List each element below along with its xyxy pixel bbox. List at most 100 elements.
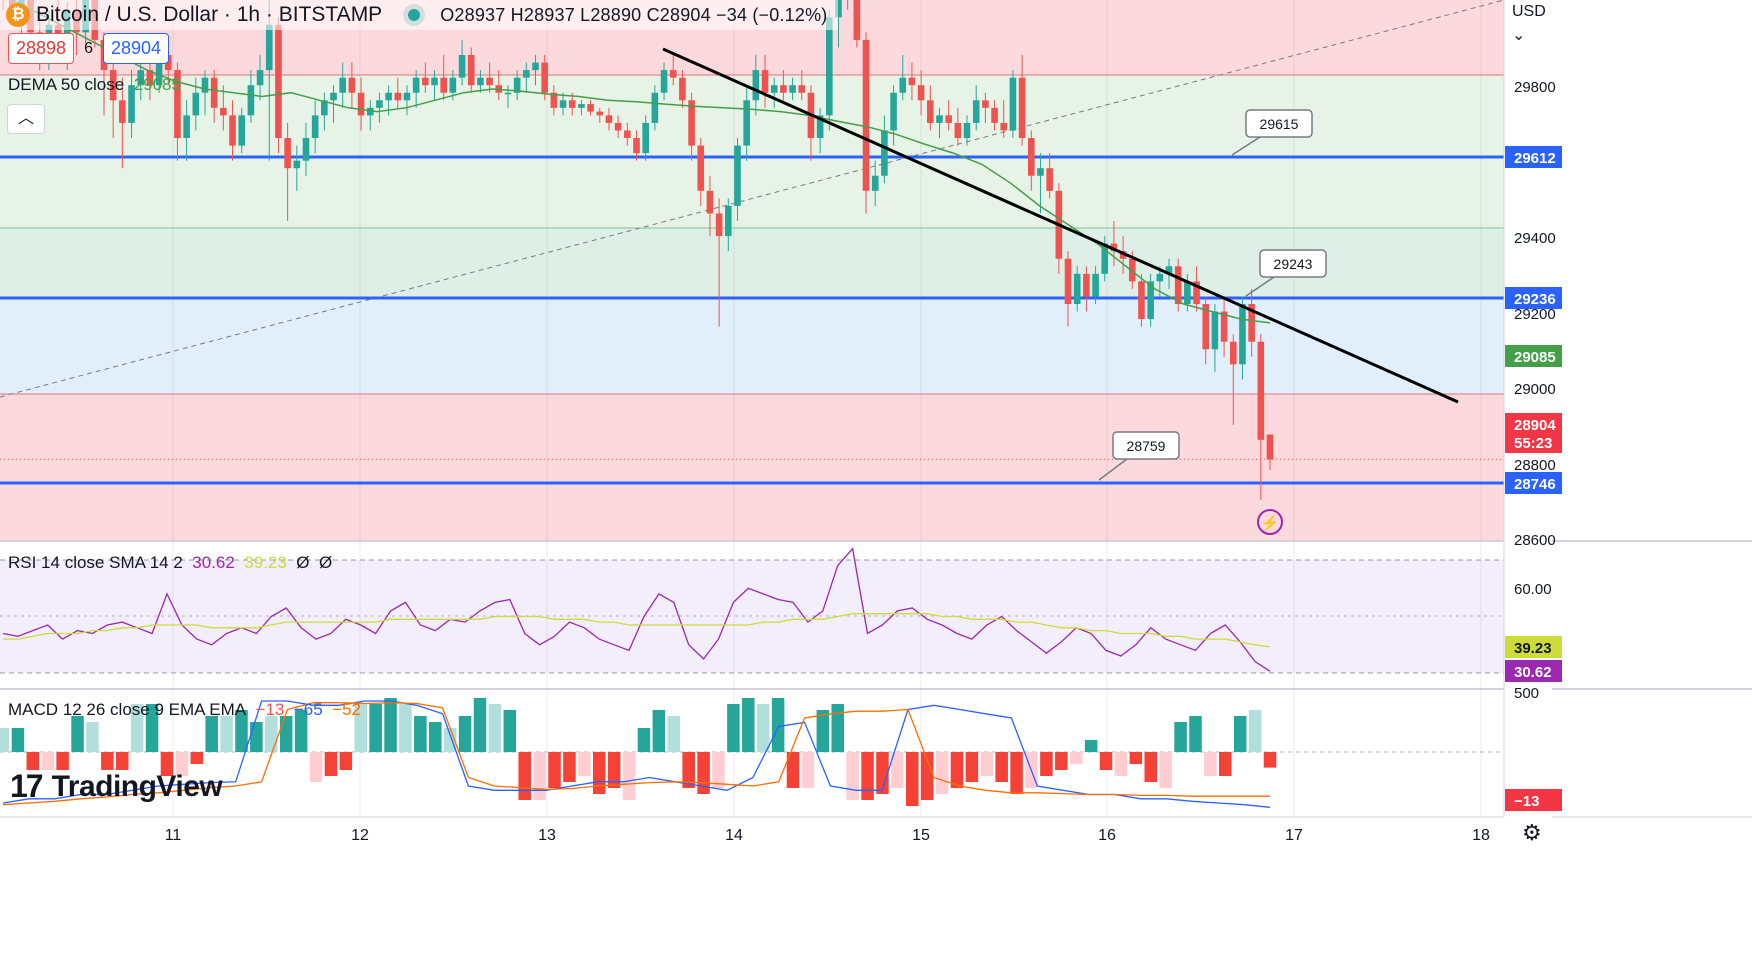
macd-histogram-bar	[26, 752, 40, 770]
dema-legend[interactable]: DEMA 50 close 29085	[8, 75, 181, 95]
candle-body	[982, 100, 989, 108]
candle-body	[945, 115, 952, 123]
macd-histogram-bar	[56, 752, 69, 770]
rsi-extra-1: Ø	[296, 553, 310, 572]
candle-body	[651, 92, 659, 123]
callout-box	[1112, 431, 1180, 460]
price-tick: 29400	[1514, 230, 1556, 247]
chevron-up-icon[interactable]: ︿	[7, 104, 45, 134]
candle-body	[1165, 266, 1173, 274]
sell-price-button[interactable]: 28898	[8, 33, 75, 64]
macd-histogram-bar	[578, 752, 591, 776]
gear-icon[interactable]: ⚙	[1522, 820, 1542, 845]
candle-body	[578, 104, 585, 108]
candle-body	[348, 77, 356, 93]
price-badge	[1505, 431, 1562, 453]
candle-body	[220, 107, 227, 116]
candle-body	[734, 145, 741, 206]
candle-body	[54, 24, 62, 40]
macd-histogram-bar	[935, 752, 949, 794]
macd-histogram-bar	[399, 704, 412, 752]
tradingview-mark-icon: 17	[10, 768, 44, 804]
macd-histogram-bar	[786, 752, 800, 788]
candle-body	[1193, 281, 1200, 305]
candle-body	[155, 55, 163, 86]
macd-histogram-bar	[473, 698, 487, 752]
candle-body	[137, 70, 145, 86]
macd-histogram-bar	[1248, 710, 1262, 752]
macd-histogram-bar	[205, 716, 218, 752]
callout-pointer	[1245, 276, 1275, 297]
candle-body	[164, 55, 172, 71]
candle-body	[1184, 281, 1191, 305]
rsi-legend[interactable]: RSI 14 close SMA 14 2 30.62 39.23 Ø Ø	[8, 553, 332, 573]
candle-body	[1083, 273, 1090, 297]
ohlc-readout: O28937 H28937 L28890 C28904 −34 (−0.12%)	[440, 4, 828, 25]
macd-histogram-bar	[175, 752, 189, 776]
candle-body	[624, 130, 631, 139]
candle-body	[789, 85, 796, 93]
symbol-title[interactable]: Bitcoin / U.S. Dollar · 1h · BITSTAMP	[36, 3, 383, 26]
candle-body	[908, 77, 916, 86]
candle-body	[1073, 273, 1081, 305]
macd-histogram-bar	[1069, 752, 1083, 764]
candle-body	[1119, 251, 1127, 259]
candle-body	[247, 85, 255, 116]
candle-body	[302, 138, 310, 161]
macd-histogram-bar	[1204, 752, 1217, 776]
rsi-sma-line	[3, 613, 1271, 648]
lightning-icon[interactable]: ⚡	[1257, 509, 1283, 535]
macd-line-value: −65	[293, 700, 323, 719]
macd-histogram-bar	[0, 728, 10, 752]
callout-label: 28759	[1127, 438, 1166, 454]
candle-body	[146, 70, 154, 86]
candle-body	[1257, 341, 1265, 440]
price-badge	[1505, 287, 1562, 309]
macd-histogram-bar	[592, 752, 606, 794]
macd-histogram-bar	[324, 752, 338, 776]
trendline	[662, 47, 1459, 404]
candle-body	[366, 107, 374, 116]
candle-body	[229, 115, 236, 146]
macd-histogram-bar	[637, 728, 651, 752]
candle-body	[770, 85, 778, 93]
candle-body	[642, 122, 649, 154]
candle-body	[899, 77, 907, 93]
candle-body	[109, 70, 117, 101]
macd-histogram-bar	[622, 752, 636, 800]
macd-histogram-bar	[235, 710, 248, 752]
rsi-badge	[1505, 636, 1562, 658]
candle-body	[422, 77, 429, 86]
currency-selector[interactable]: USD ⌄	[1504, 0, 1560, 44]
callout-label: 29615	[1260, 116, 1299, 132]
macd-histogram-bar	[354, 704, 368, 752]
candle-body	[1147, 281, 1154, 320]
dema-line	[11, 0, 1271, 324]
zone-teal	[0, 228, 1504, 298]
macd-histogram-bar	[414, 716, 427, 752]
candle-body	[311, 115, 319, 139]
buy-price-button[interactable]: 28904	[102, 33, 170, 64]
time-tick: 11	[165, 827, 182, 844]
macd-histogram-bar	[548, 752, 561, 788]
candle-body	[596, 111, 604, 116]
spread-value: 6	[84, 39, 93, 57]
price-tick: 28800	[1514, 457, 1556, 474]
macd-histogram-bar	[41, 752, 54, 770]
candle-body	[926, 100, 934, 123]
tradingview-logo[interactable]: 17 TradingView	[10, 768, 223, 805]
macd-legend[interactable]: MACD 12 26 close 9 EMA EMA −13 −65 −52	[8, 700, 361, 720]
macd-histogram-bar	[980, 752, 994, 776]
candle-body	[1248, 304, 1255, 342]
rsi-sma-value: 39.23	[244, 553, 287, 572]
zone-bottom	[0, 394, 1504, 540]
macd-histogram-bar	[995, 752, 1008, 782]
candle-body	[1027, 138, 1035, 176]
bitcoin-icon: ₿	[6, 3, 30, 27]
symbol-header: ₿ Bitcoin / U.S. Dollar · 1h · BITSTAMP …	[0, 0, 838, 30]
candle-body	[871, 175, 879, 191]
candle-body	[669, 70, 677, 78]
rsi-line	[2, 547, 1271, 672]
